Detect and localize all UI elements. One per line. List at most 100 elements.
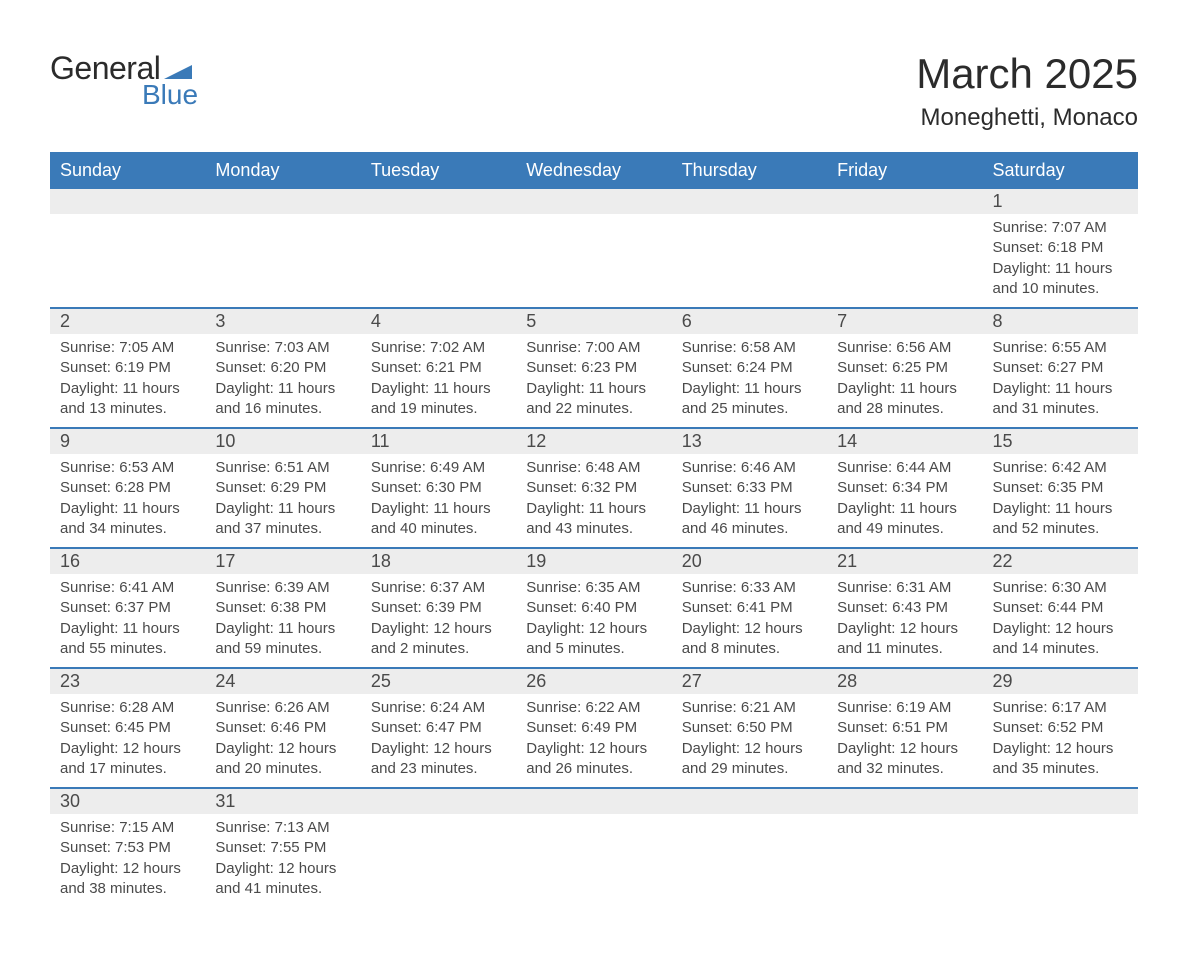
sunset-line: Sunset: 7:53 PM <box>60 838 195 858</box>
sunset-line: Sunset: 6:39 PM <box>371 598 506 618</box>
calendar-week-row: 1Sunrise: 7:07 AMSunset: 6:18 PMDaylight… <box>50 189 1138 308</box>
daylight-line-2: and 46 minutes. <box>682 519 817 539</box>
daylight-line-1: Daylight: 12 hours <box>371 619 506 639</box>
daylight-line-1: Daylight: 11 hours <box>682 499 817 519</box>
day-number: 3 <box>205 309 360 334</box>
day-details: Sunrise: 6:30 AMSunset: 6:44 PMDaylight:… <box>983 574 1138 667</box>
day-details <box>361 214 516 294</box>
day-number: 18 <box>361 549 516 574</box>
calendar-day-cell: 3Sunrise: 7:03 AMSunset: 6:20 PMDaylight… <box>205 308 360 428</box>
daylight-line-1: Daylight: 12 hours <box>682 619 817 639</box>
day-number <box>205 189 360 214</box>
daylight-line-1: Daylight: 11 hours <box>526 379 661 399</box>
day-details: Sunrise: 7:00 AMSunset: 6:23 PMDaylight:… <box>516 334 671 427</box>
daylight-line-1: Daylight: 11 hours <box>60 499 195 519</box>
calendar-day-cell: 19Sunrise: 6:35 AMSunset: 6:40 PMDayligh… <box>516 548 671 668</box>
day-details <box>827 214 982 294</box>
day-number: 1 <box>983 189 1138 214</box>
calendar-day-cell: 4Sunrise: 7:02 AMSunset: 6:21 PMDaylight… <box>361 308 516 428</box>
day-number: 14 <box>827 429 982 454</box>
calendar-day-cell <box>672 788 827 907</box>
logo-word-blue: Blue <box>142 79 198 111</box>
day-number: 28 <box>827 669 982 694</box>
day-details: Sunrise: 6:48 AMSunset: 6:32 PMDaylight:… <box>516 454 671 547</box>
sunset-line: Sunset: 6:21 PM <box>371 358 506 378</box>
daylight-line-2: and 59 minutes. <box>215 639 350 659</box>
calendar-day-cell: 11Sunrise: 6:49 AMSunset: 6:30 PMDayligh… <box>361 428 516 548</box>
sunrise-line: Sunrise: 6:55 AM <box>993 338 1128 358</box>
daylight-line-1: Daylight: 11 hours <box>993 379 1128 399</box>
day-number: 25 <box>361 669 516 694</box>
sunrise-line: Sunrise: 6:24 AM <box>371 698 506 718</box>
day-number <box>983 789 1138 814</box>
daylight-line-2: and 25 minutes. <box>682 399 817 419</box>
day-number: 27 <box>672 669 827 694</box>
daylight-line-2: and 32 minutes. <box>837 759 972 779</box>
daylight-line-2: and 34 minutes. <box>60 519 195 539</box>
day-number <box>827 189 982 214</box>
day-details: Sunrise: 6:26 AMSunset: 6:46 PMDaylight:… <box>205 694 360 787</box>
day-number: 31 <box>205 789 360 814</box>
sunset-line: Sunset: 6:32 PM <box>526 478 661 498</box>
day-details: Sunrise: 6:22 AMSunset: 6:49 PMDaylight:… <box>516 694 671 787</box>
daylight-line-1: Daylight: 11 hours <box>60 379 195 399</box>
sunrise-line: Sunrise: 6:44 AM <box>837 458 972 478</box>
weekday-header: Saturday <box>983 152 1138 189</box>
calendar-day-cell: 13Sunrise: 6:46 AMSunset: 6:33 PMDayligh… <box>672 428 827 548</box>
day-number: 5 <box>516 309 671 334</box>
daylight-line-1: Daylight: 12 hours <box>215 859 350 879</box>
day-number: 8 <box>983 309 1138 334</box>
daylight-line-1: Daylight: 11 hours <box>993 259 1128 279</box>
sunrise-line: Sunrise: 7:15 AM <box>60 818 195 838</box>
calendar-day-cell: 12Sunrise: 6:48 AMSunset: 6:32 PMDayligh… <box>516 428 671 548</box>
daylight-line-1: Daylight: 11 hours <box>682 379 817 399</box>
day-number: 30 <box>50 789 205 814</box>
daylight-line-1: Daylight: 11 hours <box>60 619 195 639</box>
daylight-line-1: Daylight: 12 hours <box>837 739 972 759</box>
daylight-line-1: Daylight: 11 hours <box>215 499 350 519</box>
sunset-line: Sunset: 6:23 PM <box>526 358 661 378</box>
sunrise-line: Sunrise: 6:33 AM <box>682 578 817 598</box>
day-details <box>827 814 982 894</box>
calendar-day-cell: 18 Sunrise: 6:37 AMSunset: 6:39 PMDayligh… <box>361 548 516 668</box>
day-number <box>516 789 671 814</box>
calendar-day-cell <box>361 189 516 308</box>
daylight-line-1: Daylight: 11 hours <box>215 619 350 639</box>
sunset-line: Sunset: 6:20 PM <box>215 358 350 378</box>
day-number: 2 <box>50 309 205 334</box>
calendar-day-cell: 9Sunrise: 6:53 AMSunset: 6:28 PMDaylight… <box>50 428 205 548</box>
sunset-line: Sunset: 7:55 PM <box>215 838 350 858</box>
daylight-line-1: Daylight: 11 hours <box>215 379 350 399</box>
calendar-day-cell: 1Sunrise: 7:07 AMSunset: 6:18 PMDaylight… <box>983 189 1138 308</box>
day-details: Sunrise: 6:19 AMSunset: 6:51 PMDaylight:… <box>827 694 982 787</box>
day-number: 23 <box>50 669 205 694</box>
sunrise-line: Sunrise: 6:35 AM <box>526 578 661 598</box>
calendar-day-cell: 10Sunrise: 6:51 AMSunset: 6:29 PMDayligh… <box>205 428 360 548</box>
sunset-line: Sunset: 6:29 PM <box>215 478 350 498</box>
day-number <box>50 189 205 214</box>
sunrise-line: Sunrise: 7:05 AM <box>60 338 195 358</box>
sunset-line: Sunset: 6:19 PM <box>60 358 195 378</box>
sunrise-line: Sunrise: 6:37 AM <box>371 578 506 598</box>
daylight-line-2: and 19 minutes. <box>371 399 506 419</box>
daylight-line-2: and 28 minutes. <box>837 399 972 419</box>
daylight-line-1: Daylight: 12 hours <box>371 739 506 759</box>
day-number: 11 <box>361 429 516 454</box>
daylight-line-2: and 14 minutes. <box>993 639 1128 659</box>
sunset-line: Sunset: 6:51 PM <box>837 718 972 738</box>
calendar-day-cell: 16Sunrise: 6:41 AMSunset: 6:37 PMDayligh… <box>50 548 205 668</box>
weekday-header-row: Sunday Monday Tuesday Wednesday Thursday… <box>50 152 1138 189</box>
day-details: Sunrise: 6:28 AMSunset: 6:45 PMDaylight:… <box>50 694 205 787</box>
day-details: Sunrise: 6:24 AMSunset: 6:47 PMDaylight:… <box>361 694 516 787</box>
daylight-line-2: and 40 minutes. <box>371 519 506 539</box>
day-details: Sunrise: 6:46 AMSunset: 6:33 PMDaylight:… <box>672 454 827 547</box>
daylight-line-1: Daylight: 12 hours <box>526 619 661 639</box>
calendar-day-cell: 17Sunrise: 6:39 AMSunset: 6:38 PMDayligh… <box>205 548 360 668</box>
title-block: March 2025 Moneghetti, Monaco <box>916 50 1138 132</box>
sunset-line: Sunset: 6:43 PM <box>837 598 972 618</box>
day-details: Sunrise: 7:07 AMSunset: 6:18 PMDaylight:… <box>983 214 1138 307</box>
daylight-line-1: Daylight: 12 hours <box>526 739 661 759</box>
day-number: 21 <box>827 549 982 574</box>
sunrise-line: Sunrise: 6:21 AM <box>682 698 817 718</box>
daylight-line-2: and 13 minutes. <box>60 399 195 419</box>
